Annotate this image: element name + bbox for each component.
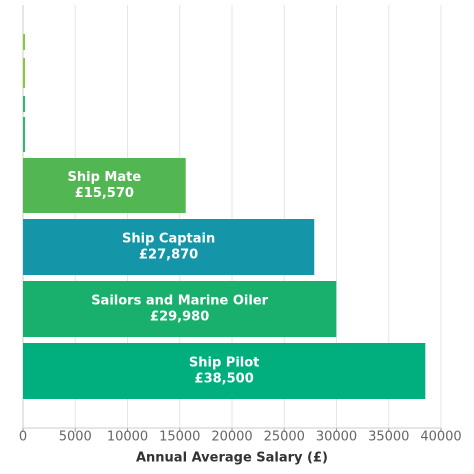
bar [23,281,337,337]
bar [23,158,186,213]
x-tick-label: 25000 [264,430,305,445]
x-tick-label: 40000 [420,430,461,445]
bar-category-label: Ship Pilot [189,356,260,371]
bar [23,96,26,112]
x-tick-label: 35000 [368,430,409,445]
bar-category-label: Sailors and Marine Oiler [91,294,268,309]
x-tick-label: 10000 [107,430,148,445]
bar-category-label: Ship Captain [122,232,215,247]
bar [23,34,25,50]
x-tick-label: 20000 [211,430,252,445]
bar [23,58,25,88]
x-tick-label: 5000 [59,430,92,445]
x-tick-label: 0 [19,430,27,445]
x-axis-title: Annual Average Salary (£) [136,451,328,466]
bar-value-label: £29,980 [150,310,209,325]
bar [23,117,26,152]
bar [23,219,315,275]
bar-value-label: £27,870 [139,248,198,263]
bar [23,343,426,399]
x-tick-label: 30000 [316,430,357,445]
bar-value-label: £15,570 [75,186,134,201]
x-tick-label: 15000 [159,430,200,445]
bar-value-label: £38,500 [195,372,254,387]
bar-category-label: Ship Mate [68,170,142,185]
